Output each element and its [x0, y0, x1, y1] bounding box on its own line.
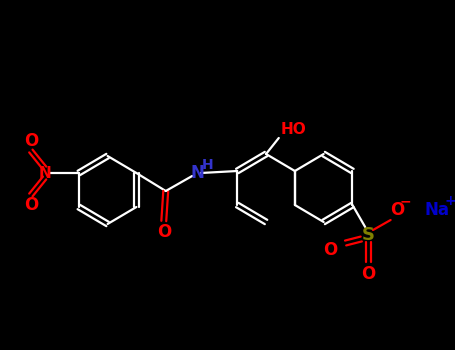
Text: O: O [361, 265, 375, 283]
Text: −: − [399, 194, 411, 208]
Text: O: O [390, 201, 404, 219]
Text: HO: HO [281, 121, 306, 136]
Text: O: O [24, 132, 38, 150]
Text: N: N [190, 164, 204, 182]
Text: S: S [362, 226, 374, 244]
Text: H: H [202, 158, 213, 172]
Text: O: O [24, 196, 38, 214]
Text: +: + [445, 194, 455, 208]
Text: O: O [323, 241, 337, 259]
Text: N: N [38, 166, 51, 181]
Text: Na: Na [424, 201, 449, 219]
Text: O: O [157, 223, 171, 241]
